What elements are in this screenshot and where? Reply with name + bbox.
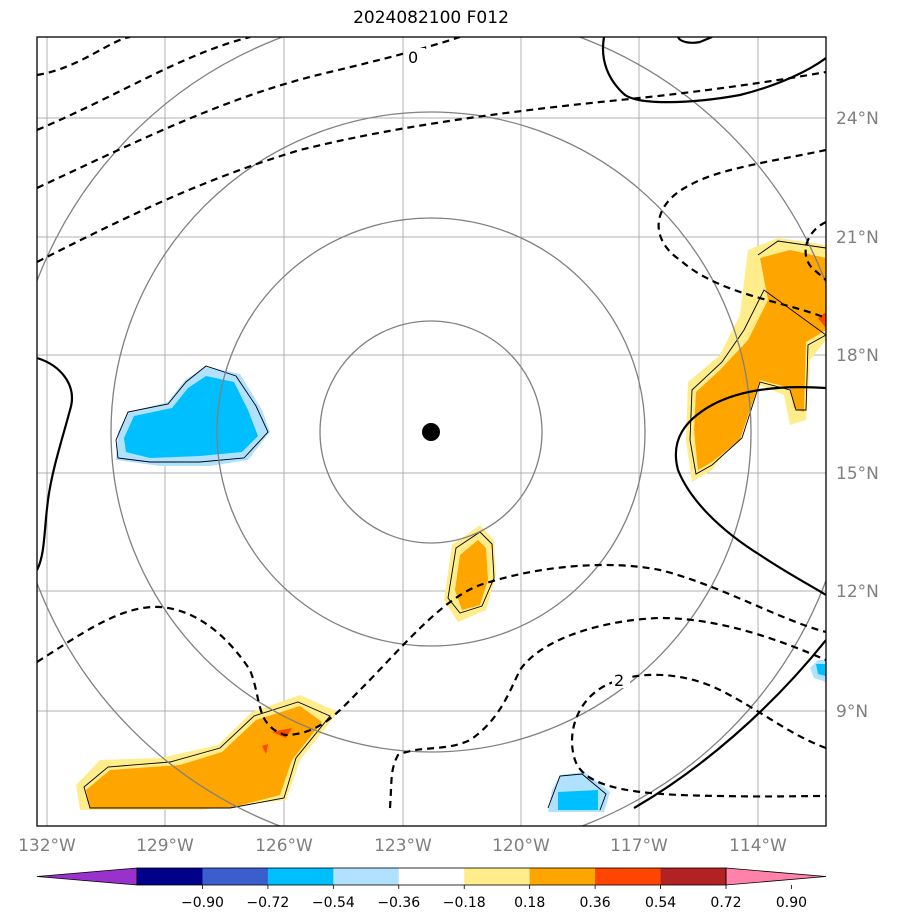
lat-label: 9°N: [836, 702, 868, 722]
colorbar-tick-label: −0.36: [377, 895, 420, 911]
map-title: 2024082100 F012: [353, 8, 509, 28]
lon-label: 126°W: [255, 836, 313, 856]
map-frame: [36, 36, 827, 827]
colorbar-tick-label: 0.18: [514, 895, 545, 911]
lon-labels: 132°W 129°W 126°W 123°W 120°W 117°W 114°…: [18, 836, 787, 856]
shading-outlines: [83, 240, 826, 811]
lat-label: 18°N: [836, 346, 879, 366]
storm-center-dot: [422, 423, 440, 441]
colorbar-tick-label: −0.18: [443, 895, 486, 911]
colorbar-tick-label: 0.90: [776, 895, 807, 911]
colorbar-tick-label: 0.72: [710, 895, 741, 911]
colorbar-tick-label: 0.36: [580, 895, 611, 911]
positive-anomaly: [86, 250, 826, 808]
lat-label: 21°N: [836, 228, 879, 248]
colorbar: −0.90 −0.72 −0.54 −0.36 −0.18 0.18 0.36 0.54 0.7…: [36, 867, 827, 911]
colorbar-swatch: [660, 868, 727, 885]
colorbar-swatch: [202, 868, 269, 885]
contour-label-2: 2: [614, 671, 624, 690]
colorbar-swatch: [333, 868, 400, 885]
lat-label: 12°N: [836, 582, 879, 602]
negative-anomaly: [124, 376, 826, 810]
colorbar-outline: [136, 867, 727, 886]
positive-anomaly-light: [76, 238, 826, 810]
lat-label: 15°N: [836, 464, 879, 484]
lat-label: 24°N: [836, 109, 879, 129]
lon-label: 129°W: [136, 836, 194, 856]
colorbar-swatch: [137, 868, 203, 885]
lon-label: 117°W: [610, 836, 668, 856]
colorbar-tick-label: −0.54: [312, 895, 355, 911]
colorbar-swatch: [267, 868, 334, 885]
lon-label: 120°W: [492, 836, 550, 856]
lon-label: 132°W: [18, 836, 76, 856]
colorbar-tick-label: −0.72: [246, 895, 289, 911]
range-rings: [37, 37, 826, 826]
contour-label-0: 0: [408, 48, 418, 67]
lon-label: 123°W: [374, 836, 432, 856]
colorbar-swatch: [595, 868, 662, 885]
colorbar-tick-label: −0.90: [181, 895, 224, 911]
solid-contours: [37, 37, 826, 809]
colorbar-swatch: [398, 868, 465, 885]
colorbar-swatch: [464, 868, 531, 885]
colorbar-extend-low: [36, 867, 138, 886]
lon-label: 114°W: [729, 836, 787, 856]
lat-labels: 24°N 21°N 18°N 15°N 12°N 9°N: [836, 109, 879, 722]
colorbar-extend-high: [725, 867, 827, 886]
colorbar-swatch: [529, 868, 596, 885]
colorbar-tick-label: 0.54: [645, 895, 676, 911]
